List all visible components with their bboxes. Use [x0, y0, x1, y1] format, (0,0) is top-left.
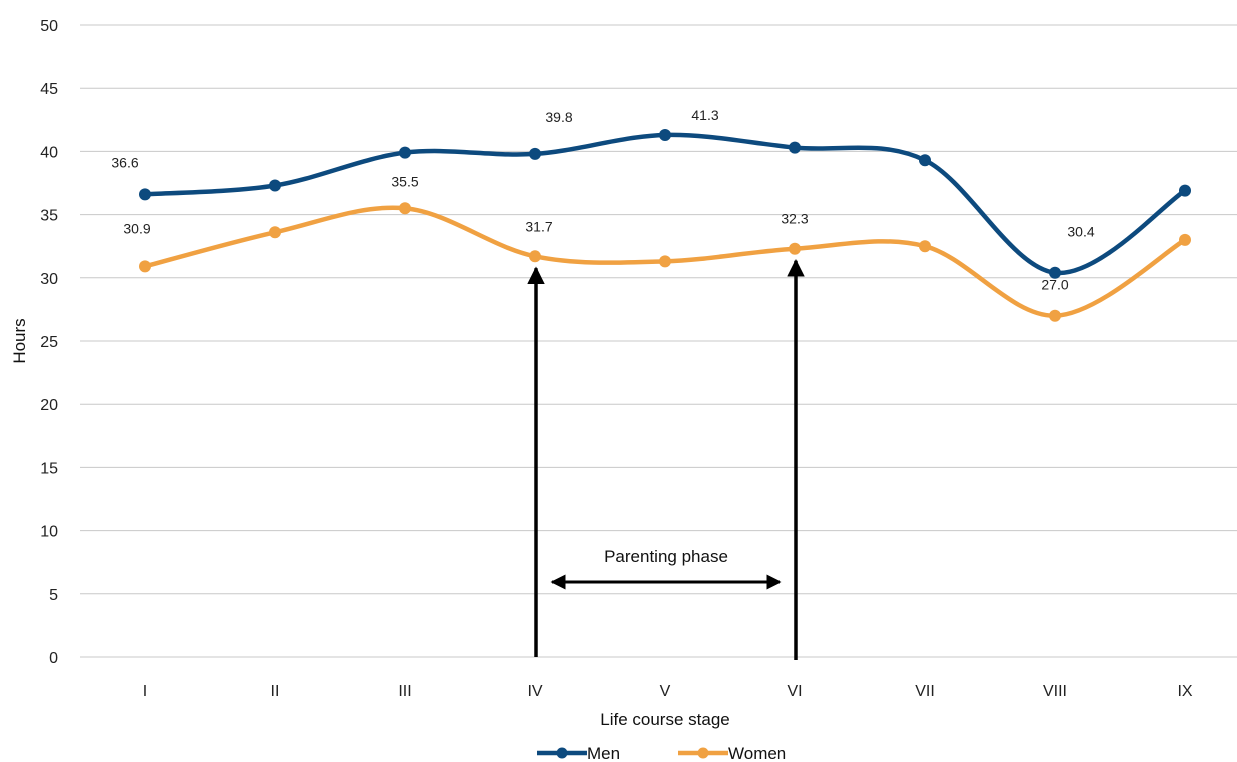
- legend: Men Women: [537, 744, 786, 762]
- y-axis-title: Hours: [10, 318, 29, 363]
- data-label-men: 36.6: [111, 154, 138, 170]
- data-point-women: [269, 226, 281, 239]
- y-tick-label: 45: [40, 81, 58, 98]
- data-label-women: 35.5: [391, 173, 418, 189]
- legend-item-women: Women: [678, 744, 786, 762]
- data-point-women: [1049, 309, 1061, 322]
- data-point-men: [529, 147, 541, 160]
- x-tick-label: VII: [915, 683, 935, 700]
- y-tick-label: 5: [49, 587, 58, 604]
- data-label-men: 41.3: [691, 107, 718, 123]
- data-point-women: [1179, 233, 1191, 246]
- legend-label-men: Men: [587, 744, 620, 762]
- series-line-men: [142, 132, 1188, 276]
- x-tick-label: I: [143, 683, 147, 700]
- legend-marker-women: [697, 747, 709, 759]
- data-point-women: [659, 255, 671, 268]
- y-tick-label: 50: [40, 18, 58, 35]
- y-tick-label: 20: [40, 397, 58, 414]
- x-axis-ticks: I II III IV V VI VII VIII IX: [143, 683, 1193, 700]
- phase-label: Parenting phase: [604, 547, 728, 566]
- data-point-men: [139, 188, 151, 201]
- gridlines: [80, 24, 1237, 658]
- data-point-women: [139, 260, 151, 273]
- x-tick-label: IX: [1177, 683, 1192, 700]
- data-point-women: [399, 202, 411, 215]
- data-point-men: [1179, 184, 1191, 197]
- data-point-men: [269, 179, 281, 192]
- y-tick-label: 25: [40, 334, 58, 351]
- y-tick-label: 30: [40, 271, 58, 288]
- data-point-women: [529, 250, 541, 263]
- data-label-men: 30.4: [1067, 224, 1094, 240]
- data-label-women: 27.0: [1041, 277, 1068, 293]
- data-point-men: [789, 141, 801, 154]
- annotations: Parenting phase: [527, 258, 805, 660]
- x-tick-label: IV: [527, 683, 542, 700]
- series-lines: [139, 128, 1191, 322]
- x-tick-label: II: [271, 683, 280, 700]
- data-label-women: 31.7: [525, 218, 552, 234]
- data-point-men: [659, 128, 671, 141]
- y-tick-label: 10: [40, 524, 58, 541]
- y-axis-ticks: 0 5 10 15 20 25 30 35 40 45 50: [40, 18, 58, 667]
- data-point-men: [399, 146, 411, 159]
- data-point-women: [789, 242, 801, 255]
- data-labels: 36.6 39.8 41.3 30.4 30.9 35.5 31.7 32.3 27.0: [111, 107, 1094, 293]
- x-axis-title: Life course stage: [600, 710, 729, 729]
- y-tick-label: 15: [40, 460, 58, 477]
- x-tick-label: VI: [787, 683, 802, 700]
- legend-item-men: Men: [537, 744, 620, 762]
- x-tick-label: V: [660, 683, 671, 700]
- y-tick-label: 35: [40, 208, 58, 225]
- data-point-men: [919, 154, 931, 167]
- legend-marker-men: [556, 747, 568, 759]
- y-tick-label: 40: [40, 144, 58, 161]
- data-point-women: [919, 240, 931, 253]
- data-label-women: 30.9: [123, 220, 150, 236]
- x-tick-label: VIII: [1043, 683, 1067, 700]
- data-label-women: 32.3: [781, 211, 808, 227]
- y-tick-label: 0: [49, 650, 58, 667]
- data-label-men: 39.8: [545, 109, 572, 125]
- legend-label-women: Women: [728, 744, 786, 762]
- x-tick-label: III: [398, 683, 411, 700]
- data-point-men: [1049, 266, 1061, 279]
